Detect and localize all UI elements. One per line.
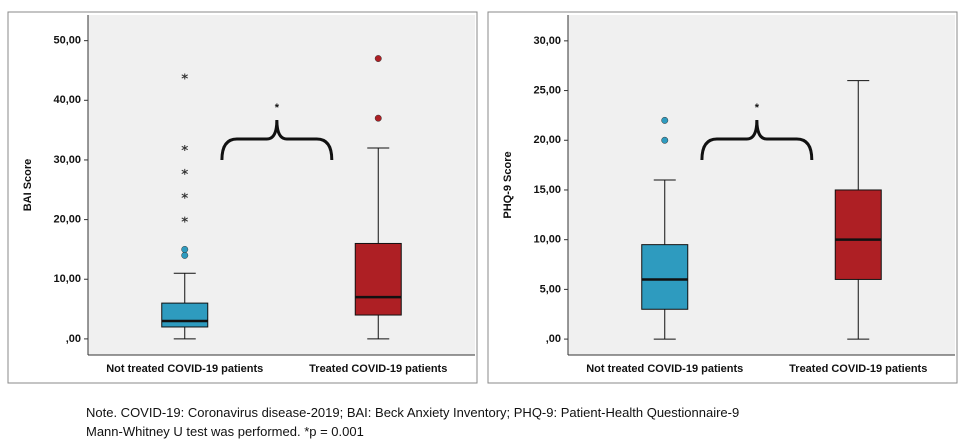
box [641, 244, 689, 310]
x-tick-label: Treated COVID-19 patients [789, 363, 927, 375]
bracket [700, 119, 814, 161]
x-tick-label: Not treated COVID-19 patients [586, 363, 743, 375]
box [354, 242, 402, 316]
extreme [181, 73, 188, 80]
y-axis-label: PHQ-9 Score [502, 151, 514, 218]
extreme [181, 192, 188, 199]
outlier [181, 251, 189, 259]
annotation: * [275, 102, 280, 114]
note-line: Mann-Whitney U test was performed. *p = … [86, 424, 364, 439]
outlier [661, 136, 669, 144]
y-tick-label: 20,00 [53, 214, 81, 226]
outlier [374, 114, 382, 122]
y-tick-label: ,00 [546, 333, 561, 345]
y-tick-label: 15,00 [533, 184, 561, 196]
y-axis-label: BAI Score [22, 159, 34, 212]
note-line: Note. COVID-19: Coronavirus disease-2019… [86, 405, 740, 420]
y-tick-label: 10,00 [53, 273, 81, 285]
box [161, 302, 209, 328]
x-tick-label: Not treated COVID-19 patients [106, 363, 263, 375]
plot-area [568, 15, 955, 355]
extreme [181, 145, 188, 152]
x-tick-label: Treated COVID-19 patients [309, 363, 447, 375]
y-tick-label: 20,00 [533, 134, 561, 146]
plot-area [88, 15, 475, 355]
extreme [181, 216, 188, 223]
y-tick-label: 50,00 [53, 35, 81, 47]
y-tick-label: ,00 [66, 333, 81, 345]
y-tick-label: 30,00 [533, 35, 561, 47]
extreme [181, 168, 188, 175]
outlier [181, 245, 189, 253]
outlier [661, 116, 669, 124]
y-tick-label: 5,00 [540, 283, 561, 295]
y-tick-label: 25,00 [533, 84, 561, 96]
y-tick-label: 30,00 [53, 154, 81, 166]
note: Note. COVID-19: Coronavirus disease-2019… [86, 403, 739, 441]
annotation: * [755, 102, 760, 114]
bracket [220, 119, 334, 161]
outlier [374, 55, 382, 62]
y-tick-label: 10,00 [533, 234, 561, 246]
y-tick-label: 40,00 [53, 94, 81, 106]
box [834, 189, 882, 280]
